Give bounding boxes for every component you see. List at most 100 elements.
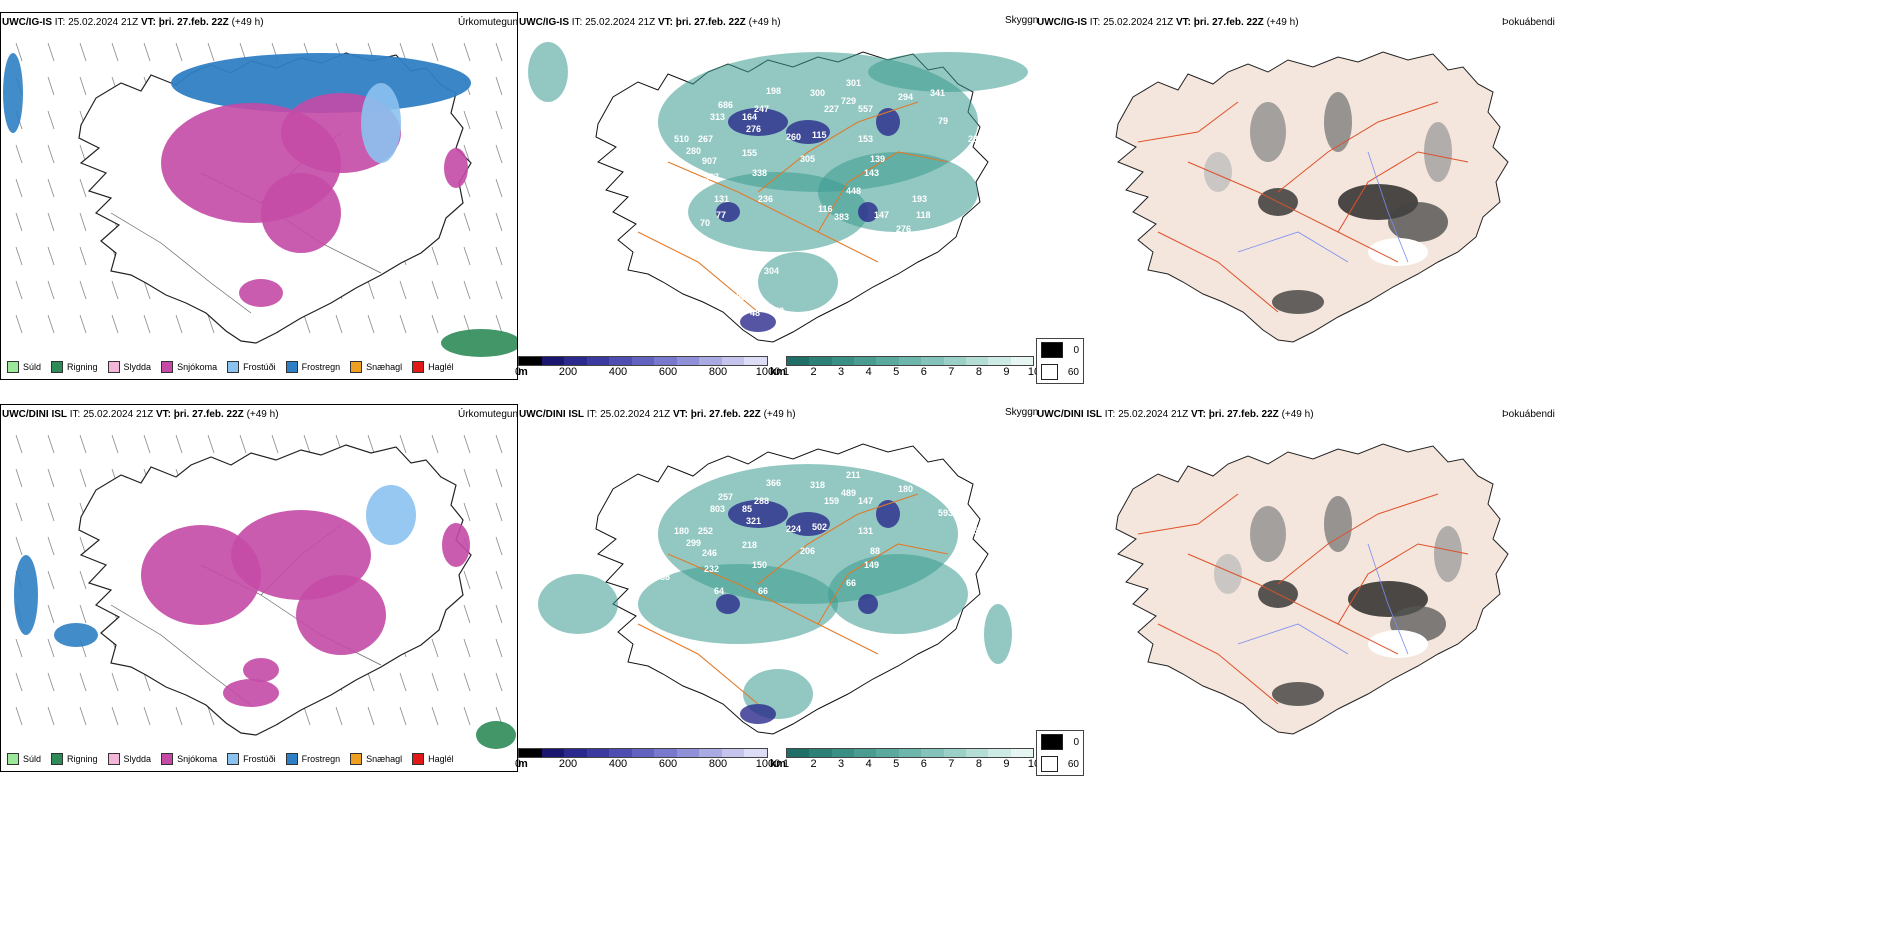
road-network [637,101,949,313]
wind-barb [111,434,119,454]
wind-barb [15,434,23,454]
elevation-label: 206 [800,546,815,556]
elevation-label: 164 [742,112,757,122]
colorbar-cell [921,357,944,365]
fog-blob [1324,496,1352,552]
legend-item: Rigning [51,361,98,373]
fog-blob [1424,122,1452,182]
wind-barb [431,434,439,454]
colorbar-tick: 4 [865,366,872,378]
legend-item: Rigning [51,753,98,765]
visibility-panel-2: 257 366 318 211 803 85 288 159 489 147 180 176 180 25… [518,404,1036,770]
wind-barb [431,246,439,266]
colorbar-tick: 1 [782,366,790,378]
wind-barb [303,434,311,454]
legend-item: Haglél [412,753,454,765]
legend-swatch [51,361,64,373]
elevation-label: 803 [710,504,725,514]
elevation-label: 366 [766,478,781,488]
elevation-label: 686 [718,100,733,110]
colorbar-cell [654,749,677,757]
elevation-label: 143 [864,168,879,178]
field-name-precip-1: Úrkomutegund [458,17,524,28]
wind-barb [47,502,55,522]
colorbar-cell [854,749,877,757]
wind-barb [207,42,215,62]
colorbar-tick: 2 [810,366,817,378]
legend-label: Frostregn [301,754,341,764]
colorbar-cell [965,357,989,365]
elevation-label: 198 [766,86,781,96]
colorbar-cell [609,357,632,365]
wind-barb [463,110,471,130]
colorbar-tick: 1 [782,758,790,770]
wind-barb [111,314,119,334]
iceland-land [1115,51,1509,343]
title-row1-fog: UWC/IG-IS IT: 25.02.2024 21Z VT: þri. 27… [1037,17,1299,28]
wind-barb [47,604,55,624]
legend-item: Snjókoma [161,753,217,765]
wind-barb [207,434,215,454]
wind-barb [463,604,471,624]
colorbar-tick: 8 [975,366,982,378]
colorbar-tick: 5 [893,366,900,378]
field-name-vis-1: Skyggni [1005,15,1041,26]
wind-barb [15,178,23,198]
legend-item: Snæhagl [350,361,402,373]
elevation-label: 180 [674,526,689,536]
wind-barb [111,672,119,692]
legend-label: Súld [23,362,42,372]
colorbar-cell [921,749,944,757]
elevation-label: 288 [754,496,769,506]
elevation-label: 107 [964,544,979,554]
elevation-label: 305 [800,154,815,164]
wind-barb [399,280,407,300]
colorbar-tick: 3 [838,758,845,770]
elevation-label: 227 [824,104,839,114]
colorbar-tick: 0 [514,758,522,770]
wind-barb [495,570,503,590]
wind-barb [495,144,503,164]
elevation-blob [728,500,788,528]
fog-blob [1272,682,1324,706]
elevation-label: 139 [870,154,885,164]
wind-barb [111,280,119,300]
precip-map-2 [14,434,516,749]
wind-barb [15,144,23,164]
wind-barb [495,536,503,556]
fog-index-field [1204,92,1452,314]
colorbar-cell [631,749,655,757]
wind-barb [335,314,343,334]
wind-barb [207,706,215,726]
colorbar-cell [787,357,810,365]
elevation-label: 77 [716,210,726,220]
freezing-drizzle-area [361,83,401,163]
wind-barb [367,706,375,726]
legend-swatch [227,361,240,373]
visibility-blob [868,52,1028,92]
wind-barb [15,42,23,62]
elevation-blob [858,202,878,222]
legend-swatch [7,753,19,765]
elevation-label: 236 [758,194,773,204]
elevation-label: 257 [718,492,733,502]
wind-barb [175,314,183,334]
elevation-blob [786,120,830,144]
wind-barb [495,434,503,454]
snow-area [296,575,386,655]
freezing-rain-area [14,555,38,635]
wind-barb [463,638,471,658]
colorbar-tick: 400 [608,366,628,378]
elevation-label: 276 [746,124,761,134]
wind-barb [367,434,375,454]
wind-barb [47,570,55,590]
legend-item: Frostúði [227,753,276,765]
legend-swatch [350,753,363,765]
colorbar-cell [541,749,565,757]
elevation-label: 593 [938,508,953,518]
wind-barb [15,672,23,692]
legend-item: Frostúði [227,361,276,373]
colorbar-tick: 1000 [755,366,781,378]
legend-item: Snjókoma [161,361,217,373]
wind-barb [303,706,311,726]
